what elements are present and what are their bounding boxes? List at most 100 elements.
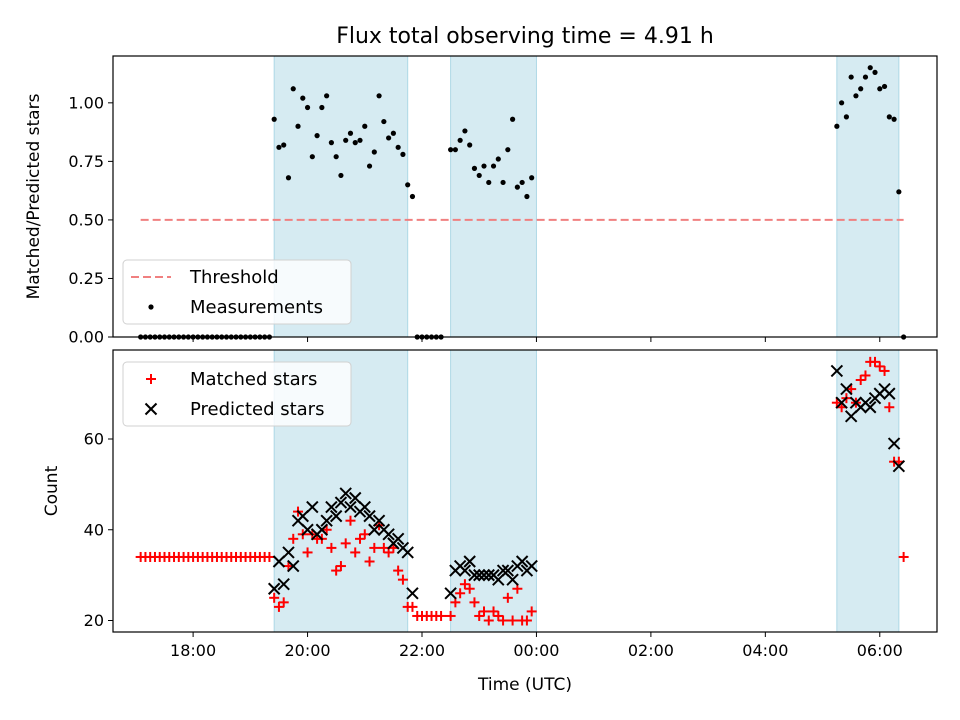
measurement-point <box>333 154 339 160</box>
measurement-point <box>471 165 478 171</box>
measurement-point <box>452 147 458 153</box>
predicted-stars-point <box>525 559 538 573</box>
matched-stars-point <box>879 365 890 376</box>
predicted-stars-point <box>306 500 319 514</box>
measurement-point <box>371 149 377 155</box>
measurement-point <box>867 65 873 71</box>
matched-stars-point <box>846 384 857 395</box>
matched-stars-point <box>507 615 518 626</box>
measurement-point <box>490 163 497 169</box>
matched-stars-point <box>326 542 337 553</box>
predicted-stars-point <box>363 509 376 523</box>
measurement-point <box>519 179 525 186</box>
matched-stars-point <box>502 592 513 603</box>
measurement-point <box>352 140 358 146</box>
measurement-point <box>481 163 487 169</box>
y-tick-label: 40 <box>84 520 104 539</box>
predicted-stars-point <box>844 410 858 423</box>
x-tick-label: 00:00 <box>513 641 559 660</box>
measurement-point <box>891 116 897 122</box>
measurement-point <box>872 69 878 75</box>
observing-interval-band <box>450 55 537 338</box>
y-tick-label: 0.75 <box>68 152 104 171</box>
predicted-stars-point <box>864 401 877 414</box>
measurement-point <box>448 147 454 153</box>
measurement-point <box>324 93 330 99</box>
predicted-stars-point <box>463 555 476 568</box>
measurement-point <box>462 128 468 134</box>
measurement-point <box>529 175 535 181</box>
predicted-stars-point <box>887 437 901 450</box>
legend-measurement-swatch <box>148 304 154 310</box>
legend-label: Matched stars <box>190 369 317 390</box>
legend-label: Predicted stars <box>190 399 324 420</box>
measurement-point <box>877 86 883 92</box>
measurement-point <box>362 123 368 129</box>
bottom-panel: 20 40 60 18:00 20:00 22:00 00:00 02:00 04:00 06:0… <box>42 349 938 660</box>
matched-stars-point <box>359 529 370 540</box>
measurement-point <box>285 175 292 181</box>
predicted-stars-point <box>492 573 505 586</box>
matched-stars-point <box>407 601 418 612</box>
matched-stars-point <box>369 542 380 553</box>
measurement-point <box>347 130 354 136</box>
matched-stars-point <box>335 561 346 572</box>
predicted-stars-point <box>334 496 348 509</box>
measurement-point <box>290 86 296 92</box>
matched-stars-point <box>526 606 537 617</box>
measurement-point <box>848 74 854 80</box>
predicted-stars-point <box>267 582 281 595</box>
matched-stars-point <box>870 356 881 367</box>
measurement-point <box>500 179 506 186</box>
predicted-stars-point <box>883 387 896 400</box>
measurement-point <box>834 123 840 129</box>
y-tick-label: 0.25 <box>68 269 104 288</box>
measurement-point <box>457 137 463 143</box>
matched-stars-point <box>831 397 842 408</box>
x-tick-label: 22:00 <box>399 641 445 660</box>
chart-title: Flux total observing time = 4.91 h <box>336 24 714 49</box>
matched-stars-point <box>350 547 361 558</box>
matched-stars-point <box>397 574 408 585</box>
predicted-stars-point <box>372 514 386 527</box>
measurement-point <box>395 144 401 150</box>
predicted-stars-point <box>496 564 510 577</box>
matched-stars-point <box>488 606 499 617</box>
predicted-stars-point <box>344 500 357 514</box>
measurement-point <box>862 74 869 80</box>
predicted-stars-point <box>282 546 295 559</box>
y-tick-label: 20 <box>84 611 104 630</box>
measurement-point <box>514 184 520 190</box>
predicted-stars-point <box>892 460 906 473</box>
measurement-point <box>886 114 892 120</box>
measurement-point <box>476 172 482 179</box>
predicted-stars-point <box>277 577 290 591</box>
matched-stars-point <box>455 588 466 599</box>
measurement-point <box>495 156 501 162</box>
matched-stars-point <box>355 533 366 544</box>
predicted-stars-point <box>287 559 300 573</box>
x-tick-label: 18:00 <box>170 641 216 660</box>
measurement-point <box>304 104 311 111</box>
measurement-point <box>271 116 277 122</box>
matched-stars-point <box>321 524 332 535</box>
measurement-point <box>300 95 306 101</box>
matched-stars-point <box>288 533 299 544</box>
measurement-point <box>858 86 864 92</box>
predicted-stars-point <box>515 555 529 568</box>
measurement-point <box>839 100 845 106</box>
y-tick-label: 0.50 <box>68 210 104 229</box>
measurement-point <box>309 154 315 160</box>
legend-matched-swatch <box>146 374 156 384</box>
predicted-stars-point <box>315 523 329 536</box>
matched-stars-point <box>436 610 447 621</box>
matched-stars-point <box>898 551 909 562</box>
matched-stars-point <box>521 615 532 626</box>
x-axis-label: Time (UTC) <box>477 675 572 695</box>
measurement-point <box>510 116 516 122</box>
matched-stars-point <box>264 551 275 562</box>
predicted-stars-point <box>501 564 515 577</box>
predicted-stars-point <box>473 568 486 582</box>
measurement-point <box>843 114 849 120</box>
matched-stars-point <box>474 610 485 621</box>
